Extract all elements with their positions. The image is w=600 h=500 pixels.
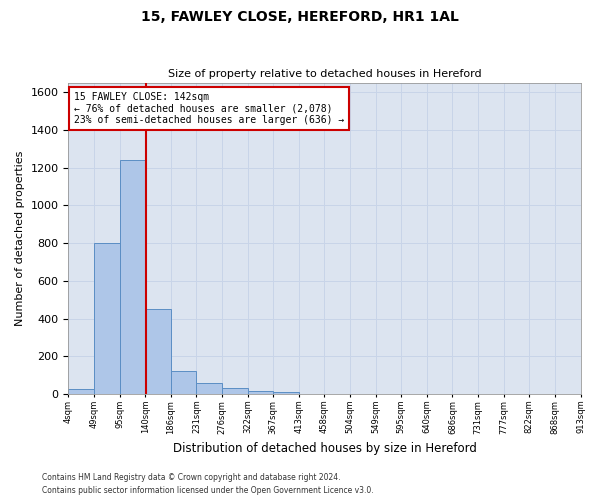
Bar (196, 383, 222, 394)
Text: Contains HM Land Registry data © Crown copyright and database right 2024.
Contai: Contains HM Land Registry data © Crown c… (42, 474, 374, 495)
Bar (145, 309, 171, 394)
Bar (248, 390, 273, 394)
Text: 15, FAWLEY CLOSE, HEREFORD, HR1 1AL: 15, FAWLEY CLOSE, HEREFORD, HR1 1AL (141, 10, 459, 24)
Bar (94, 243, 119, 394)
Bar (222, 388, 248, 394)
Bar (273, 392, 299, 394)
Bar (171, 370, 196, 394)
Text: 15 FAWLEY CLOSE: 142sqm
← 76% of detached houses are smaller (2,078)
23% of semi: 15 FAWLEY CLOSE: 142sqm ← 76% of detache… (74, 92, 344, 125)
Title: Size of property relative to detached houses in Hereford: Size of property relative to detached ho… (167, 69, 481, 79)
Bar (119, 160, 145, 394)
X-axis label: Distribution of detached houses by size in Hereford: Distribution of detached houses by size … (173, 442, 476, 455)
Bar (68, 390, 94, 394)
Y-axis label: Number of detached properties: Number of detached properties (15, 150, 25, 326)
